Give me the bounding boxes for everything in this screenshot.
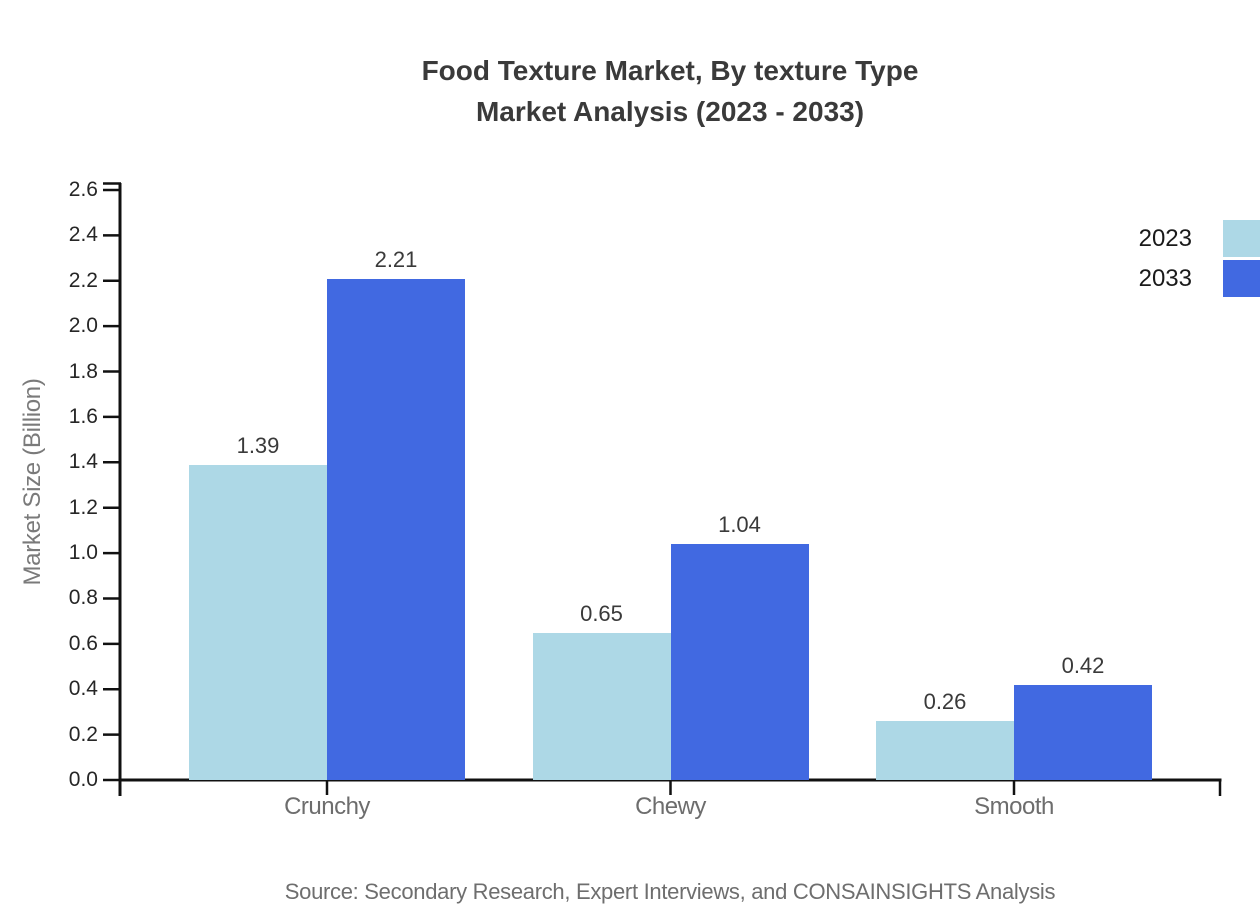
- y-tick-label: 0.8: [68, 586, 98, 610]
- bar-value-label: 2.21: [374, 246, 418, 272]
- bar-2023-crunchy: [189, 464, 327, 780]
- bar-value-label: 0.26: [923, 689, 967, 714]
- y-tick-label: 0.2: [68, 722, 98, 746]
- y-tick-label: 2.4: [68, 223, 98, 247]
- bar-2023-chewy: [532, 632, 671, 780]
- legend-label-2033: 2033: [1138, 265, 1192, 292]
- source-note: Source: Secondary Research, Expert Inter…: [284, 879, 1056, 904]
- y-tick-label: 2.6: [68, 178, 98, 201]
- legend-label-2023: 2023: [1138, 225, 1192, 252]
- x-category-label-crunchy: Crunchy: [284, 793, 370, 820]
- y-tick-label: 2.2: [68, 268, 98, 292]
- bar-2033-chewy: [670, 544, 809, 780]
- legend-swatch-2023: [1223, 220, 1260, 257]
- y-tick-label: 1.8: [68, 359, 98, 383]
- bar-2033-crunchy: [327, 278, 465, 780]
- y-tick-label: 0.6: [68, 631, 98, 655]
- chart-title-line-1: Food Texture Market, By texture Type: [421, 55, 919, 86]
- y-tick-label: 2.0: [68, 314, 98, 338]
- y-tick-label: 1.6: [68, 404, 98, 428]
- bar-2023-smooth: [876, 721, 1014, 780]
- x-category-label-smooth: Smooth: [974, 793, 1054, 820]
- chart-title: Food Texture Market, By texture Type Mar…: [120, 50, 1220, 132]
- bar-2033-smooth: [1014, 684, 1152, 780]
- bar-value-label: 0.42: [1061, 652, 1105, 678]
- y-tick-label: 1.0: [68, 541, 98, 565]
- y-tick-label: 0.4: [68, 677, 98, 701]
- x-category-label-chewy: Chewy: [635, 793, 706, 820]
- bar-value-label: 0.65: [580, 600, 623, 626]
- bar-value-label: 1.39: [236, 432, 280, 458]
- y-tick-label: 1.2: [68, 495, 98, 519]
- chart-title-line-2: Market Analysis (2023 - 2033): [475, 96, 865, 127]
- legend-swatch-2033: [1223, 260, 1260, 297]
- bar-value-label: 1.04: [718, 512, 761, 537]
- y-tick-label: 0.0: [68, 768, 98, 791]
- y-tick-label: 1.4: [68, 450, 98, 474]
